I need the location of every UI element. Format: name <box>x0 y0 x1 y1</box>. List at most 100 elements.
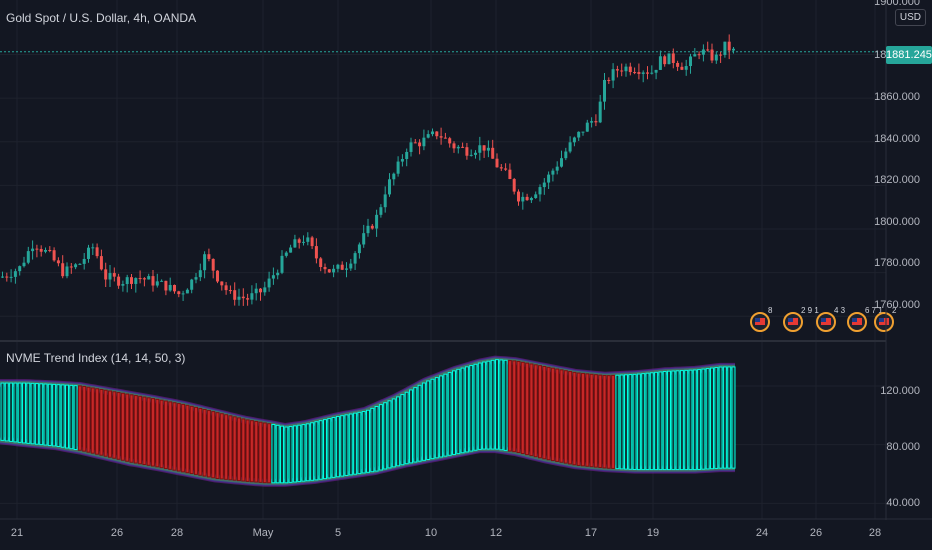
candle-body <box>177 291 181 295</box>
indicator-bar <box>82 385 87 452</box>
indicator-bar <box>245 419 250 482</box>
candle-body <box>254 288 258 294</box>
indicator-bar <box>525 362 530 456</box>
event-flag-icon[interactable]: 2 <box>874 306 897 332</box>
candle-body <box>48 249 52 251</box>
currency-button[interactable]: USD <box>894 9 926 26</box>
indicator-bar <box>550 367 555 462</box>
event-count: 2 9 1 <box>801 306 819 315</box>
indicator-bar <box>39 383 44 446</box>
indicator-bar <box>284 426 289 484</box>
candle-body <box>336 264 340 269</box>
indicator-bar <box>632 373 637 471</box>
indicator-bar <box>125 393 130 462</box>
candle-body <box>366 225 370 234</box>
symbol-title[interactable]: Gold Spot / U.S. Dollar, 4h, OANDA <box>6 11 197 25</box>
indicator-bar <box>495 359 499 450</box>
candle-body <box>508 169 512 180</box>
candle-body <box>478 145 482 153</box>
indicator-bar <box>417 384 422 462</box>
indicator-bar <box>202 408 207 477</box>
candle-body <box>224 285 228 291</box>
indicator-bar <box>533 364 538 458</box>
candle-body <box>370 225 374 229</box>
candle-body <box>138 278 142 280</box>
time-label: 28 <box>868 527 882 539</box>
indicator-bar <box>482 361 487 450</box>
indicator-bar <box>112 391 117 459</box>
indicator-bar <box>172 402 177 471</box>
indicator-bar <box>606 375 611 469</box>
candle-body <box>680 66 684 70</box>
candle-body <box>349 263 353 269</box>
candle-body <box>185 289 189 294</box>
candle-body <box>151 276 155 286</box>
event-count: 4 3 <box>834 306 846 315</box>
candle-body <box>246 298 250 300</box>
indicator-bar <box>65 384 69 449</box>
candle-body <box>456 146 460 149</box>
event-flag-icon[interactable]: 2 9 1 <box>783 306 819 332</box>
indicator-histogram <box>0 355 736 487</box>
indicator-bar <box>206 410 211 478</box>
candle-body <box>443 137 447 139</box>
candle-body <box>611 69 615 81</box>
candle-body <box>91 247 95 249</box>
candle-body <box>117 276 121 286</box>
indicator-bar <box>181 403 186 473</box>
indicator-bar <box>430 378 435 460</box>
indicator-bar <box>645 372 650 471</box>
candle-body <box>671 53 675 63</box>
time-label: 21 <box>10 527 24 539</box>
indicator-bar <box>211 411 216 479</box>
candle-body <box>529 197 533 201</box>
indicator-bar <box>185 404 190 474</box>
candle-body <box>719 54 723 56</box>
candle-body <box>534 194 538 198</box>
event-flag-icon[interactable]: 6 7 1 <box>847 306 883 332</box>
indicator-bar <box>237 417 241 482</box>
indicator-bar <box>198 407 203 476</box>
candle-body <box>547 174 551 183</box>
indicator-bar <box>667 370 671 471</box>
indicator-bar <box>641 373 646 471</box>
candle-body <box>323 267 327 270</box>
indicator-bar <box>593 374 598 468</box>
time-label: 12 <box>489 527 503 539</box>
indicator-bar <box>163 400 168 470</box>
candle-body <box>495 158 499 168</box>
indicator-bar <box>215 412 220 479</box>
indicator-bar <box>434 377 439 459</box>
candle-body <box>388 179 391 195</box>
indicator-bar <box>95 388 100 455</box>
candle-body <box>469 154 473 156</box>
candle-body <box>332 268 336 273</box>
candle-body <box>82 258 86 264</box>
price-label: 1820.000 <box>874 174 920 186</box>
candle-body <box>448 138 452 144</box>
event-flag-icon[interactable]: 4 3 <box>816 306 846 332</box>
candle-body <box>340 264 344 270</box>
indicator-bar <box>585 373 590 467</box>
candle-body <box>271 275 275 279</box>
time-label: 26 <box>809 527 823 539</box>
indicator-bar <box>490 359 495 450</box>
indicator-bar <box>288 425 293 483</box>
candle-body <box>491 147 495 159</box>
candle-body <box>198 270 202 278</box>
indicator-bar <box>258 421 263 483</box>
indicator-bar <box>176 403 181 472</box>
candle-body <box>474 152 477 155</box>
candle-body <box>181 293 185 295</box>
candle-body <box>293 239 297 248</box>
candle-body <box>646 72 649 74</box>
event-flag-icon[interactable]: 8 <box>750 306 773 332</box>
indicator-bar <box>387 400 392 469</box>
indicator-bar <box>232 416 237 481</box>
candle-body <box>26 251 30 263</box>
price-label-top-partial: 1900.000 <box>874 0 920 8</box>
indicator-bar <box>391 398 396 468</box>
indicator-title[interactable]: NVME Trend Index (14, 14, 50, 3) <box>6 351 186 365</box>
indicator-bar <box>275 424 280 484</box>
